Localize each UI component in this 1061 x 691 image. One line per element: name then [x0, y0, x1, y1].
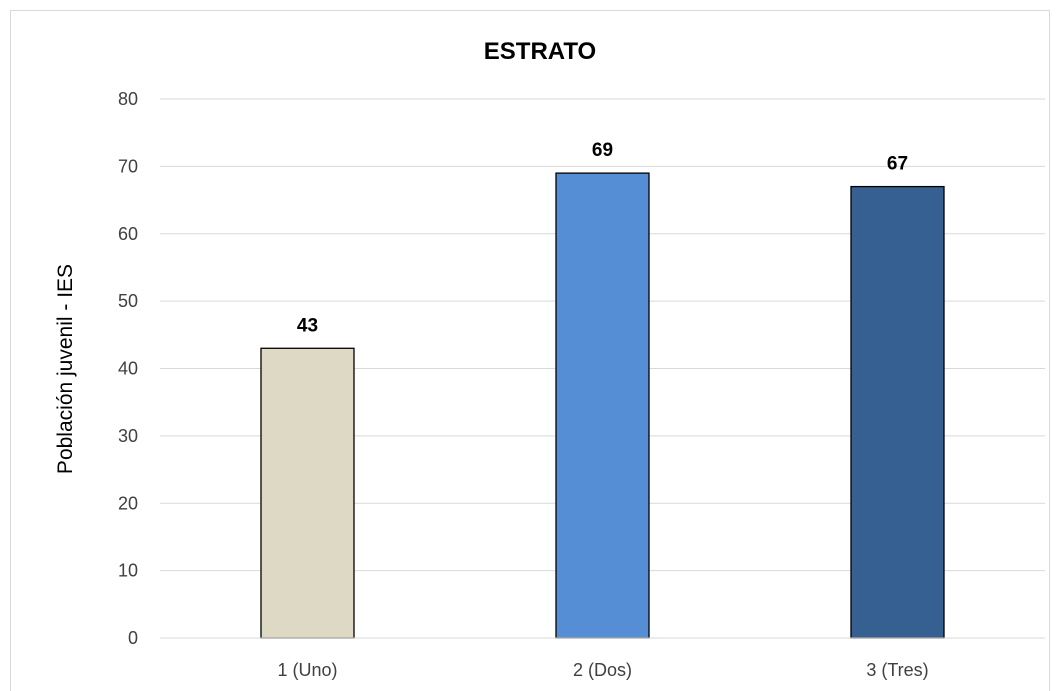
bar-1 — [260, 347, 355, 639]
x-tick-label: 2 (Dos) — [573, 660, 632, 680]
chart-title: ESTRATO — [484, 38, 596, 65]
y-tick-label: 70 — [118, 156, 138, 176]
y-tick-label: 50 — [118, 291, 138, 311]
y-tick-label: 80 — [118, 89, 138, 109]
bars — [260, 172, 945, 639]
data-label: 43 — [297, 315, 318, 336]
x-tick-label: 1 (Uno) — [277, 660, 337, 680]
y-tick-label: 60 — [118, 224, 138, 244]
y-axis-ticks: 0 10 20 30 40 50 60 70 80 — [118, 89, 138, 648]
data-labels: 43 69 67 — [297, 140, 908, 336]
data-label: 67 — [887, 154, 908, 175]
bar-2 — [555, 172, 650, 639]
x-axis-ticks: 1 (Uno) 2 (Dos) 3 (Tres) — [277, 660, 928, 680]
y-tick-label: 0 — [128, 628, 138, 648]
bar-3 — [850, 185, 945, 639]
data-label: 69 — [592, 140, 613, 161]
x-tick-label: 3 (Tres) — [866, 660, 928, 680]
y-tick-label: 40 — [118, 359, 138, 379]
y-tick-label: 30 — [118, 426, 138, 446]
y-axis-label: Población juvenil - IES — [54, 264, 77, 474]
y-tick-label: 10 — [118, 561, 138, 581]
y-tick-label: 20 — [118, 493, 138, 513]
